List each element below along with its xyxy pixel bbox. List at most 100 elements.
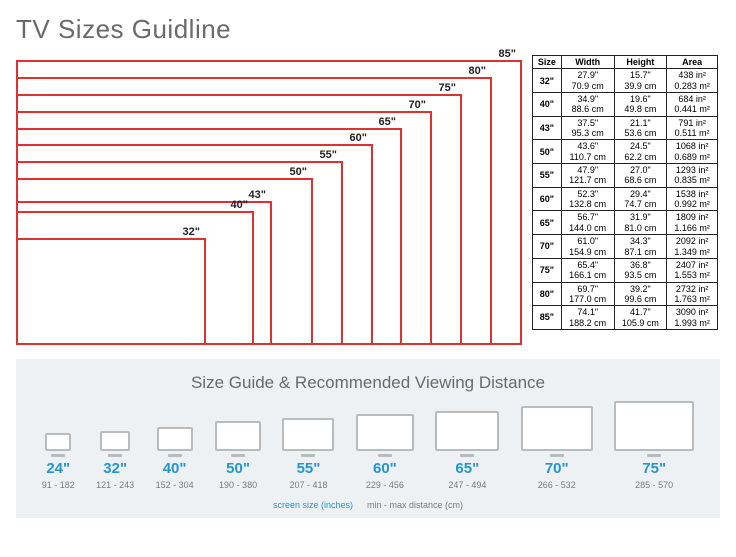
tv-distance-label: 207 - 418 — [289, 480, 327, 490]
cell-height: 21.1"53.6 cm — [614, 116, 667, 140]
table-row: 80"69.7"177.0 cm39.2"99.6 cm2732 in²1.76… — [533, 282, 718, 306]
tv-item: 24" 91 - 182 — [42, 433, 75, 490]
tv-rect-label: 55" — [320, 149, 337, 161]
tv-icon — [521, 406, 593, 451]
cell-area: 1293 in²0.835 m² — [667, 164, 718, 188]
tv-item: 55" 207 - 418 — [282, 418, 334, 490]
tv-icon — [100, 431, 130, 451]
page-title: TV Sizes Guidline — [16, 14, 720, 45]
cell-width: 34.9"88.6 cm — [561, 93, 614, 117]
cell-area: 2407 in²1.553 m² — [667, 258, 718, 282]
table-row: 70"61.0"154.9 cm34.3"87.1 cm2092 in²1.34… — [533, 235, 718, 259]
cell-height: 24.5"62.2 cm — [614, 140, 667, 164]
cell-area: 1538 in²0.992 m² — [667, 187, 718, 211]
cell-height: 39.2"99.6 cm — [614, 282, 667, 306]
tv-stand — [168, 454, 182, 457]
tv-icon — [435, 411, 499, 451]
tv-stand — [231, 454, 245, 457]
cell-area: 1809 in²1.166 m² — [667, 211, 718, 235]
tv-rect-label: 32" — [183, 226, 200, 238]
tv-rect-label: 75" — [439, 82, 456, 94]
tv-rect-label: 60" — [350, 132, 367, 144]
table-row: 32"27.9"70.9 cm15.7"39.9 cm438 in²0.283 … — [533, 69, 718, 93]
cell-area: 3090 in²1.993 m² — [667, 306, 718, 330]
tv-icon — [157, 427, 193, 451]
cell-height: 27.0"68.6 cm — [614, 164, 667, 188]
table-row: 75"65.4"166.1 cm36.8"93.5 cm2407 in²1.55… — [533, 258, 718, 282]
cell-width: 52.3"132.8 cm — [561, 187, 614, 211]
cell-size: 70" — [533, 235, 562, 259]
table-row: 85"74.1"188.2 cm41.7"105.9 cm3090 in²1.9… — [533, 306, 718, 330]
tv-distance-label: 229 - 456 — [366, 480, 404, 490]
cell-height: 41.7"105.9 cm — [614, 306, 667, 330]
tv-item: 60"229 - 456 — [356, 414, 414, 490]
tv-item: 50" 190 - 380 — [215, 421, 261, 490]
cell-size: 85" — [533, 306, 562, 330]
cell-area: 684 in²0.441 m² — [667, 93, 718, 117]
table-row: 65"56.7"144.0 cm31.9"81.0 cm1809 in²1.16… — [533, 211, 718, 235]
tv-size-label: 70" — [545, 460, 569, 477]
cell-size: 60" — [533, 187, 562, 211]
tv-stand — [51, 454, 65, 457]
tv-stand — [108, 454, 122, 457]
cell-height: 29.4"74.7 cm — [614, 187, 667, 211]
tv-stand — [550, 454, 564, 457]
cell-area: 791 in²0.511 m² — [667, 116, 718, 140]
cell-height: 34.3"87.1 cm — [614, 235, 667, 259]
cell-area: 1068 in²0.689 m² — [667, 140, 718, 164]
table-header: Size — [533, 56, 562, 69]
tv-rect-label: 70" — [409, 99, 426, 111]
cell-area: 2732 in²1.763 m² — [667, 282, 718, 306]
tv-rect-label: 40" — [231, 199, 248, 211]
cell-size: 43" — [533, 116, 562, 140]
tv-icon — [356, 414, 414, 451]
cell-size: 65" — [533, 211, 562, 235]
cell-height: 15.7"39.9 cm — [614, 69, 667, 93]
tv-distance-label: 266 - 532 — [538, 480, 576, 490]
tv-stand — [460, 454, 474, 457]
tv-size-label: 55" — [297, 460, 321, 477]
tv-icon — [215, 421, 261, 451]
legend: screen size (inches) min - max distance … — [26, 500, 710, 510]
tv-rect-label: 50" — [290, 166, 307, 178]
tv-item: 32"121 - 243 — [96, 431, 134, 490]
tv-item: 70" 266 - 532 — [521, 406, 593, 490]
cell-width: 69.7"177.0 cm — [561, 282, 614, 306]
table-header: Width — [561, 56, 614, 69]
table-row: 50"43.6"110.7 cm24.5"62.2 cm1068 in²0.68… — [533, 140, 718, 164]
tv-rect-label: 65" — [379, 116, 396, 128]
tv-rect-label: 43" — [249, 189, 266, 201]
tv-size-label: 40" — [163, 460, 187, 477]
tv-size-label: 50" — [226, 460, 250, 477]
table-row: 55"47.9"121.7 cm27.0"68.6 cm1293 in²0.83… — [533, 164, 718, 188]
table-row: 43"37.5"95.3 cm21.1"53.6 cm791 in²0.511 … — [533, 116, 718, 140]
cell-width: 65.4"166.1 cm — [561, 258, 614, 282]
tv-icon — [45, 433, 71, 451]
cell-height: 36.8"93.5 cm — [614, 258, 667, 282]
tv-size-label: 24" — [46, 460, 70, 477]
tv-size-label: 65" — [455, 460, 479, 477]
cell-width: 74.1"188.2 cm — [561, 306, 614, 330]
tv-distance-label: 91 - 182 — [42, 480, 75, 490]
tv-distance-label: 247 - 494 — [448, 480, 486, 490]
table-header: Height — [614, 56, 667, 69]
cell-size: 50" — [533, 140, 562, 164]
tv-size-label: 75" — [642, 460, 666, 477]
cell-area: 438 in²0.283 m² — [667, 69, 718, 93]
cell-size: 55" — [533, 164, 562, 188]
cell-size: 40" — [533, 93, 562, 117]
tv-distance-label: 121 - 243 — [96, 480, 134, 490]
tv-distance-label: 152 - 304 — [156, 480, 194, 490]
cell-size: 32" — [533, 69, 562, 93]
table-row: 40"34.9"88.6 cm19.6"49.8 cm684 in²0.441 … — [533, 93, 718, 117]
tv-item: 65" 247 - 494 — [435, 411, 499, 490]
tv-distance-label: 285 - 570 — [635, 480, 673, 490]
tv-distance-label: 190 - 380 — [219, 480, 257, 490]
tv-stand — [647, 454, 661, 457]
cell-width: 47.9"121.7 cm — [561, 164, 614, 188]
section-title: Size Guide & Recommended Viewing Distanc… — [26, 373, 710, 393]
tv-icon-row: 24" 91 - 182 32"121 - 243 40" 152 - 304 50" 19… — [26, 401, 710, 490]
tv-size-diagram: 32"40"43"50"55"60"65"70"75"80"85" — [16, 55, 522, 345]
cell-width: 27.9"70.9 cm — [561, 69, 614, 93]
tv-icon — [614, 401, 694, 451]
